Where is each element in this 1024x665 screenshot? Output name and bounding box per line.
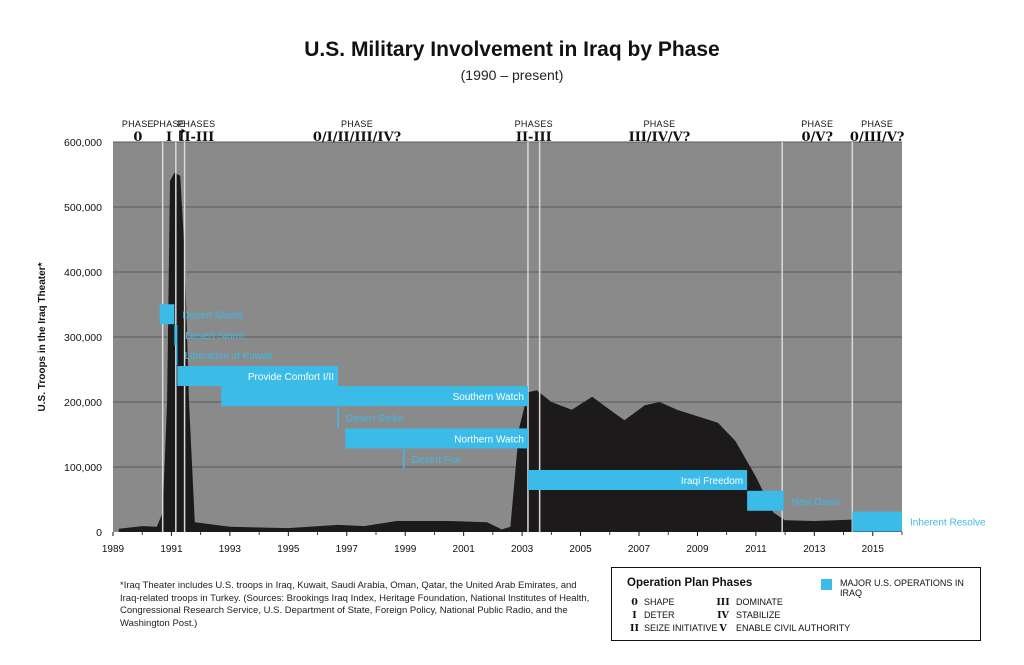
operation-label: Northern Watch [454, 434, 524, 445]
phase-header-word: PHASE [153, 119, 185, 129]
phase-header-word: PHASE [643, 119, 675, 129]
operation-label: Iraqi Freedom [681, 476, 743, 487]
phase-header-code: I [166, 130, 172, 145]
footnote: *Iraq Theater includes U.S. troops in Ir… [120, 580, 590, 629]
chart-subtitle: (1990 – present) [460, 67, 564, 83]
x-tick-label: 2011 [745, 544, 767, 555]
operation-label: New Dawn [792, 497, 840, 508]
x-tick-label: 1993 [219, 544, 242, 555]
operation-bar [852, 511, 902, 532]
legend-phase-item: 0 SHAPE [627, 597, 675, 608]
legend-swatch-major-ops [821, 579, 832, 590]
y-tick-label: 400,000 [64, 267, 102, 279]
x-tick-label: 2003 [511, 544, 534, 555]
chart-title: U.S. Military Involvement in Iraq by Pha… [304, 38, 720, 61]
legend-phase-label: ENABLE CIVIL AUTHORITY [736, 623, 851, 633]
operation-label: Provide Comfort I/II [248, 372, 334, 383]
y-tick-label: 200,000 [64, 397, 102, 409]
legend-phase-label: DOMINATE [736, 597, 783, 607]
operation-label: Inherent Resolve [910, 518, 986, 529]
operation-bar [174, 325, 178, 346]
troops-area [118, 172, 903, 532]
x-tick-label: 1999 [394, 544, 417, 555]
legend-phase-item: II SEIZE INITIATIVE [627, 623, 717, 634]
legend-major-ops-label: MAJOR U.S. OPERATIONS IN IRAQ [840, 578, 964, 598]
y-tick-label: 300,000 [64, 332, 102, 344]
phase-header-code: 0/I/II/III/IV? [313, 130, 402, 145]
operation-label: Desert Fox [412, 455, 461, 466]
legend-phase-code: II [630, 623, 639, 634]
phase-header-code: 0/III/V? [850, 130, 905, 145]
legend-phase-code: I [632, 610, 637, 621]
operation-label: Southern Watch [453, 392, 524, 403]
legend-phase-label: DETER [644, 610, 675, 620]
legend-phase-label: STABILIZE [736, 610, 781, 620]
x-tick-label: 2009 [686, 544, 709, 555]
phase-arrowhead-icon [181, 128, 186, 134]
phase-header-code: III/IV/V? [629, 130, 691, 145]
y-tick-label: 500,000 [64, 202, 102, 214]
operation-label: Desert Shield [182, 310, 242, 321]
x-tick-label: 1995 [277, 544, 300, 555]
x-tick-label: 2013 [803, 544, 826, 555]
legend-phase-code: IV [717, 610, 729, 621]
phase-header-word: PHASES [515, 119, 553, 129]
phase-header-code: 0 [133, 130, 142, 145]
y-axis-title: U.S. Troops in the Iraq Theater* [37, 262, 48, 411]
legend-phase-item: I DETER [627, 610, 675, 621]
operation-label: Desert Strike [346, 414, 404, 425]
legend-box: Operation Plan Phases MAJOR U.S. OPERATI… [611, 567, 981, 641]
legend-phase-code: III [716, 597, 730, 608]
phase-header-word: PHASE [341, 119, 373, 129]
phase-header-code: 0/V? [802, 130, 834, 145]
operation-bar [345, 428, 528, 449]
y-tick-label: 0 [96, 527, 102, 539]
x-tick-label: 2015 [862, 544, 885, 555]
phase-header-word: PHASE [801, 119, 833, 129]
x-tick-label: 2001 [453, 544, 476, 555]
y-tick-label: 100,000 [64, 462, 102, 474]
x-tick-label: 2005 [569, 544, 592, 555]
operation-bar [527, 470, 748, 490]
legend-phase-item: III DOMINATE [712, 597, 783, 608]
operation-bar [221, 386, 528, 407]
phase-header-code: II-III [516, 130, 552, 145]
phase-header-code: II-III [178, 130, 214, 145]
legend-title: Operation Plan Phases [627, 577, 753, 589]
operation-bar [747, 490, 784, 511]
x-tick-label: 2007 [628, 544, 651, 555]
legend-phase-item: V ENABLE CIVIL AUTHORITY [712, 623, 850, 634]
legend-phase-label: SHAPE [644, 597, 675, 607]
phase-header-word: PHASE [861, 119, 893, 129]
x-tick-label: 1989 [102, 544, 125, 555]
troops-chart: Desert Shield Desert Storm Liberation of K… [37, 119, 986, 555]
y-tick-label: 600,000 [64, 137, 102, 149]
phase-header-word: PHASE [122, 119, 154, 129]
legend-phase-code: V [719, 623, 727, 634]
x-tick-label: 1997 [336, 544, 359, 555]
operation-bar [177, 366, 339, 386]
x-tick-label: 1991 [160, 544, 183, 555]
operation-label: Liberation of Kuwait [185, 351, 273, 362]
operation-bar [159, 304, 175, 325]
legend-phase-code: 0 [631, 597, 638, 608]
legend-phase-label: SEIZE INITIATIVE [644, 623, 718, 633]
phase-header-word: PHASES [177, 119, 215, 129]
operation-label: Desert Storm [185, 331, 244, 342]
legend-phase-item: IV STABILIZE [712, 610, 780, 621]
